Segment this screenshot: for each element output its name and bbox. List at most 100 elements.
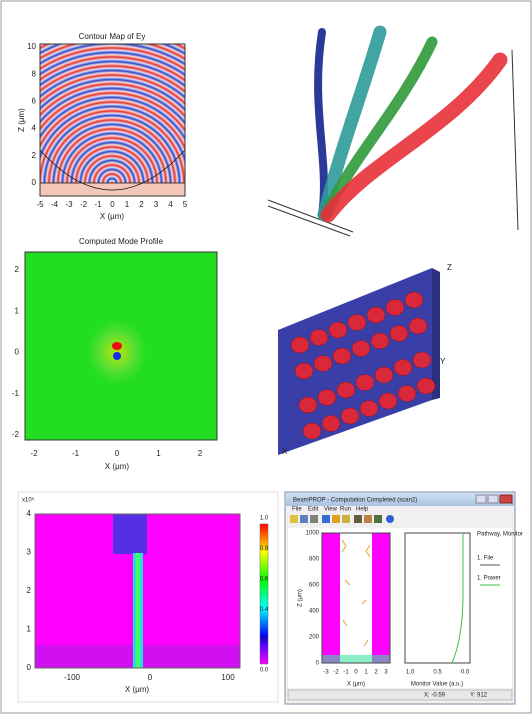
x-tick-label: -1: [94, 200, 102, 209]
legend-title: Pathway, Monitor: [477, 532, 523, 538]
cylinder: [359, 400, 379, 417]
plot-frame: [321, 532, 391, 664]
x-tick-label: 0: [115, 449, 120, 458]
slab-side: [432, 268, 440, 400]
tool-icon[interactable]: [290, 515, 298, 523]
y-tick-label: 600: [309, 583, 320, 589]
y-tick-label: 1.0: [260, 516, 269, 522]
contour-image: [40, 44, 185, 196]
window-title: BeamPROP - Computation Completed (scan2): [293, 498, 417, 504]
toolbar: [290, 515, 394, 523]
y-tick-label: 0.2: [260, 637, 269, 643]
tool-icon[interactable]: [354, 515, 362, 523]
menu-item[interactable]: Help: [356, 507, 369, 513]
cylinder: [366, 306, 386, 324]
cylinder: [336, 381, 356, 399]
tool-icon[interactable]: [332, 515, 340, 523]
x-tick-label: -2: [333, 670, 339, 676]
minimize-button[interactable]: [475, 494, 487, 504]
x-tick-label: 0: [148, 673, 153, 682]
field-pattern: [341, 539, 371, 647]
title: Contour Map of Ey: [79, 32, 146, 41]
y-tick-label: 0.6: [260, 576, 269, 582]
x-tick-label: 100: [221, 673, 235, 682]
y-tick-label: 0: [316, 661, 320, 667]
y-tick-label: 10: [27, 42, 36, 51]
y-label: Z (μm): [298, 589, 304, 607]
close-button[interactable]: [499, 494, 513, 504]
waveguide: [317, 25, 387, 222]
tool-icon[interactable]: [374, 515, 382, 523]
cylinder: [408, 317, 428, 335]
x-tick-label: -2: [80, 200, 88, 209]
tool-icon[interactable]: [300, 515, 308, 523]
waveguide-view: [267, 25, 519, 237]
y-tick-label: 0: [15, 348, 20, 357]
cylinder: [412, 351, 432, 369]
x-tick-label: -3: [65, 200, 73, 209]
status: Y: 912: [470, 693, 488, 699]
y-tick-label: -2: [12, 430, 20, 439]
field-input: [322, 655, 390, 663]
y-tick-label: 4: [27, 509, 32, 518]
field-plot: x10⁵ X (μm): [17, 491, 279, 703]
waveguide: [320, 52, 508, 223]
y-tick-label: 3: [27, 548, 32, 557]
status: X: -0.59: [424, 693, 446, 699]
cylinder: [416, 377, 436, 395]
axis: [267, 199, 354, 233]
tool-icon[interactable]: [342, 515, 350, 523]
maximize-button[interactable]: [487, 494, 499, 504]
cylinder-array: [290, 291, 436, 440]
x-tick-label: 1: [156, 449, 161, 458]
cylinder: [355, 374, 375, 391]
cylinder: [404, 291, 424, 309]
y-tick-label: 2: [32, 151, 37, 160]
tool-icon[interactable]: [386, 515, 394, 523]
cylinder: [313, 355, 333, 372]
x-tick-label: 2: [139, 200, 144, 209]
axis: [267, 205, 351, 237]
x-tick-label: 5: [183, 200, 188, 209]
x-label: X (μm): [347, 682, 365, 688]
y-tick-label: 1: [27, 625, 32, 634]
y-tick-label: 400: [309, 609, 320, 615]
y-tick-label: -1: [12, 389, 20, 398]
cylinder: [321, 415, 341, 432]
tool-icon[interactable]: [322, 515, 330, 523]
plot-frame: [404, 532, 471, 664]
cylinder: [290, 336, 310, 354]
y-tick-label: 800: [309, 557, 320, 563]
x-tick-label: -1: [343, 670, 349, 676]
axis: [511, 49, 519, 231]
y-tick-label: 0.0: [260, 668, 269, 674]
x-tick-label: -4: [51, 200, 59, 209]
x-label: X (μm): [100, 212, 124, 221]
y-tick-label: 6: [32, 97, 37, 106]
x-tick-label: 0: [110, 200, 115, 209]
menu-item[interactable]: Edit: [308, 507, 319, 513]
x-tick-label: 3: [154, 200, 159, 209]
x-tick-label: 1: [125, 200, 130, 209]
menu-item[interactable]: Run: [340, 507, 351, 513]
title-bar: [286, 493, 514, 506]
cylinder: [328, 321, 348, 339]
tool-icon[interactable]: [310, 515, 318, 523]
tool-icon[interactable]: [364, 515, 372, 523]
mode-profile: Computed Mode Profile X (μm): [24, 237, 218, 471]
beamprop-window: BeamPROP - Computation Completed (scan2)…: [284, 491, 523, 705]
menu-item[interactable]: View: [324, 507, 338, 513]
menu-item[interactable]: File: [292, 507, 302, 513]
axis-label: Z: [447, 263, 452, 272]
cylinder: [302, 422, 322, 440]
cylinder: [347, 314, 367, 331]
x-label: Monitor Value (a.u.): [411, 682, 463, 688]
x-tick-label: 0: [354, 670, 358, 676]
field-top: [113, 514, 147, 554]
status-bar: [287, 689, 513, 701]
exponent: x10⁵: [22, 497, 35, 504]
axis-label: X: [282, 447, 288, 456]
y-tick-label: 1000: [306, 531, 320, 537]
y-tick-label: 2: [15, 265, 20, 274]
